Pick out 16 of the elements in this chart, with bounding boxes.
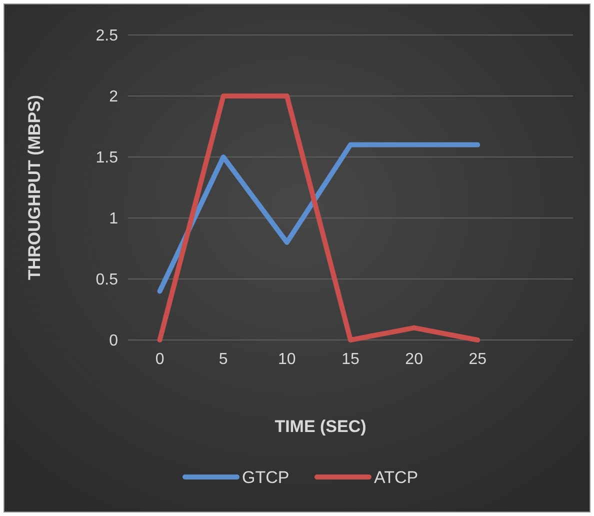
y-tick-label: 1.5	[96, 150, 118, 167]
x-tick-label: 10	[278, 351, 296, 368]
y-tick-label: 0	[109, 332, 118, 350]
x-tick-label: 15	[342, 351, 360, 368]
x-axis-title: TIME (SEC)	[274, 417, 366, 436]
legend-label: GTCP	[242, 468, 290, 487]
x-tick-label: 0	[155, 351, 164, 368]
y-tick-label: 2.5	[96, 28, 118, 45]
y-axis-title: THROUGHPUT (MBPS)	[25, 94, 44, 280]
x-tick-label: 25	[468, 351, 487, 368]
x-tick-label: 5	[218, 351, 228, 368]
y-tick-label: 2	[109, 88, 118, 106]
y-tick-label: 0.5	[96, 272, 118, 289]
legend-label: ATCP	[374, 468, 418, 487]
x-tick-label: 20	[405, 351, 424, 368]
y-tick-label: 1	[109, 210, 118, 228]
